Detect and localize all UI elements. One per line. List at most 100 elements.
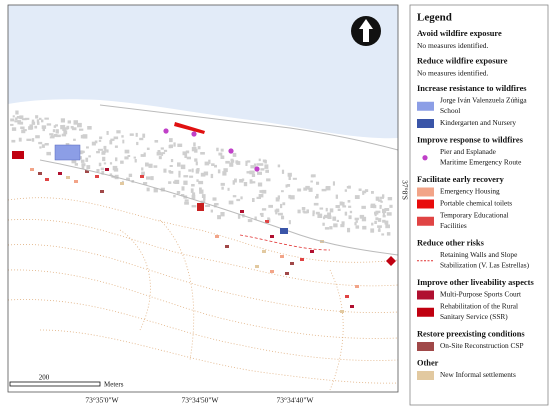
legend-label: Facilities [440, 221, 467, 230]
building [374, 220, 377, 224]
building [339, 201, 343, 206]
building [168, 144, 172, 149]
building [178, 173, 181, 178]
building [62, 124, 66, 128]
building [183, 180, 188, 185]
housing [45, 178, 49, 181]
building [200, 152, 205, 155]
building [234, 178, 237, 183]
building [251, 173, 256, 177]
legend-label: School [440, 106, 460, 115]
building [113, 136, 119, 140]
scale-value: 200 [39, 374, 50, 382]
housing [85, 170, 89, 173]
building [96, 169, 100, 172]
building [355, 225, 360, 229]
building [348, 215, 352, 220]
building [210, 173, 214, 179]
building [288, 176, 291, 180]
building [204, 161, 210, 166]
building [109, 173, 113, 176]
legend-heading: Reduce wildfire exposure [417, 56, 508, 65]
building [261, 208, 267, 211]
building [280, 203, 283, 209]
building [173, 194, 176, 198]
pier-point [228, 148, 234, 154]
building [122, 139, 125, 144]
pier-point [254, 166, 260, 172]
building [134, 159, 137, 163]
legend-swatch [417, 187, 434, 197]
building [191, 146, 197, 152]
housing [30, 168, 34, 171]
building [106, 149, 109, 153]
building [232, 180, 235, 185]
building [38, 141, 43, 145]
building [136, 141, 139, 146]
building [362, 225, 367, 230]
building [281, 190, 284, 193]
building [259, 213, 263, 216]
building [210, 209, 213, 213]
school [54, 144, 81, 161]
building [99, 136, 103, 140]
building [11, 127, 17, 131]
building [77, 122, 82, 128]
building [188, 169, 192, 172]
housing [270, 235, 274, 238]
building [344, 189, 347, 192]
building [287, 172, 292, 177]
building [161, 152, 164, 156]
building [53, 125, 57, 128]
housing [262, 250, 266, 253]
building [41, 119, 44, 123]
building [355, 220, 358, 223]
building [347, 200, 351, 203]
housing [285, 272, 289, 275]
building [114, 145, 118, 148]
building [170, 159, 174, 163]
legend-swatch [417, 290, 434, 300]
building [169, 165, 173, 167]
building [173, 181, 178, 184]
building [211, 163, 215, 166]
building [31, 138, 35, 142]
legend-swatch [422, 155, 428, 161]
building [268, 204, 273, 208]
building [371, 191, 374, 194]
building [169, 171, 174, 174]
sea [8, 5, 398, 139]
building [289, 195, 295, 200]
building [275, 211, 278, 215]
building [220, 155, 225, 159]
building [61, 133, 67, 137]
building [191, 194, 196, 200]
building [315, 211, 320, 215]
building [185, 150, 190, 154]
building [120, 160, 124, 164]
building [37, 121, 40, 125]
building [133, 156, 136, 159]
legend-heading: Increase resistance to wildfires [417, 84, 527, 93]
building [285, 184, 288, 188]
retaining-wall [239, 234, 331, 251]
building [181, 186, 185, 191]
legend: Legend Avoid wildfire exposure No measures… [417, 12, 534, 380]
building [35, 115, 39, 119]
legend-heading: Other [417, 358, 439, 367]
building [115, 157, 118, 162]
building [250, 165, 256, 169]
building [176, 191, 181, 195]
building [230, 158, 234, 162]
building [148, 163, 153, 168]
building [377, 225, 382, 228]
legend-heading: Improve other liveability aspects [417, 278, 534, 287]
building [158, 156, 162, 160]
building [335, 194, 338, 199]
building [169, 138, 173, 143]
building [143, 182, 148, 185]
building [153, 165, 158, 168]
legend-note: No measures identified. [417, 41, 489, 50]
building [21, 129, 26, 134]
housing [225, 245, 229, 248]
